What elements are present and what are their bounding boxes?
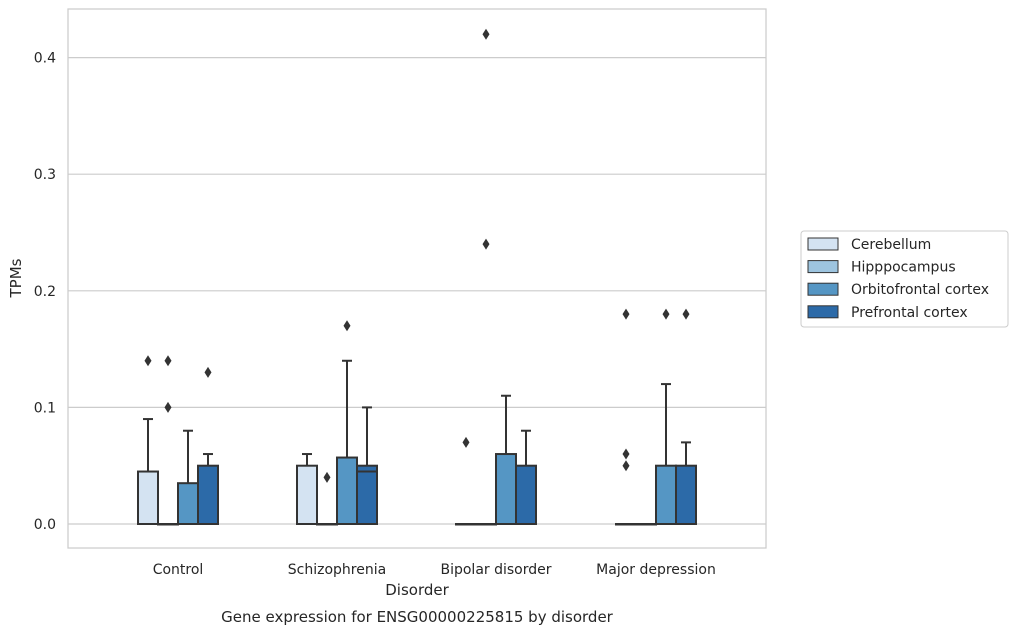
plot-area — [68, 9, 766, 548]
legend-label: Hipppocampus — [851, 260, 956, 276]
box-3-1 — [635, 523, 657, 526]
y-tick-label: 0.1 — [34, 400, 56, 416]
outlier-point — [323, 471, 331, 483]
box-body — [515, 464, 537, 526]
box-2-0 — [455, 436, 477, 526]
box-3-3 — [675, 308, 697, 526]
box-body — [336, 456, 358, 525]
outlier-point — [144, 355, 152, 367]
box-body — [137, 470, 159, 525]
legend: Cerebellum Hipppocampus Orbitofrontal cort… — [800, 230, 1009, 328]
outlier-point — [462, 436, 470, 448]
outlier-point — [622, 448, 630, 460]
y-tick-label: 0.0 — [34, 517, 56, 533]
y-tick-label: 0.2 — [34, 284, 56, 300]
box-1-2 — [336, 320, 358, 525]
legend-label: Cerebellum — [851, 237, 931, 253]
y-tick-labels: 0.0 0.1 0.2 0.3 0.4 — [34, 51, 56, 533]
outlier-point — [204, 366, 212, 378]
outlier-point — [164, 355, 172, 367]
box-body — [655, 464, 677, 526]
box-body — [356, 464, 378, 526]
box-0-0 — [137, 355, 159, 525]
box-0-3 — [197, 366, 219, 526]
legend-label: Orbitofrontal cortex — [851, 282, 989, 298]
box-body — [495, 453, 517, 526]
y-axis-title: TPMs — [7, 258, 25, 298]
x-tick-label: Control — [153, 562, 204, 578]
chart-caption: Gene expression for ENSG00000225815 by d… — [221, 608, 614, 626]
box-body — [197, 464, 219, 526]
legend-swatch — [807, 282, 839, 296]
x-axis-title: Disorder — [385, 581, 449, 599]
box-body — [675, 464, 697, 526]
legend-frame — [800, 230, 1009, 328]
legend-label: Prefrontal cortex — [851, 305, 968, 321]
x-tick-labels: Control Schizophrenia Bipolar disorder Majo… — [153, 562, 716, 578]
x-tick-label: Bipolar disorder — [440, 562, 551, 578]
outlier-point — [343, 320, 351, 332]
legend-swatch — [807, 237, 839, 251]
outlier-point — [164, 401, 172, 413]
box-body — [177, 482, 199, 526]
legend-swatch — [807, 260, 839, 274]
outlier-point — [622, 460, 630, 472]
x-tick-label: Major depression — [596, 562, 716, 578]
box-2-3 — [515, 429, 537, 526]
y-tick-label: 0.4 — [34, 51, 56, 67]
outlier-point — [622, 308, 630, 320]
plot-frame — [67, 8, 767, 549]
y-tick-label: 0.3 — [34, 167, 56, 183]
outlier-point — [682, 308, 690, 320]
box-2-1 — [475, 28, 497, 526]
box-2-2 — [495, 394, 517, 526]
box-1-0 — [296, 453, 318, 526]
outlier-point — [662, 308, 670, 320]
box-body — [296, 464, 318, 526]
outlier-point — [482, 238, 490, 250]
legend-swatch — [807, 305, 839, 319]
x-tick-label: Schizophrenia — [288, 562, 386, 578]
outlier-point — [482, 28, 490, 40]
box-1-3 — [356, 406, 378, 526]
box-plot-marks — [137, 28, 697, 526]
